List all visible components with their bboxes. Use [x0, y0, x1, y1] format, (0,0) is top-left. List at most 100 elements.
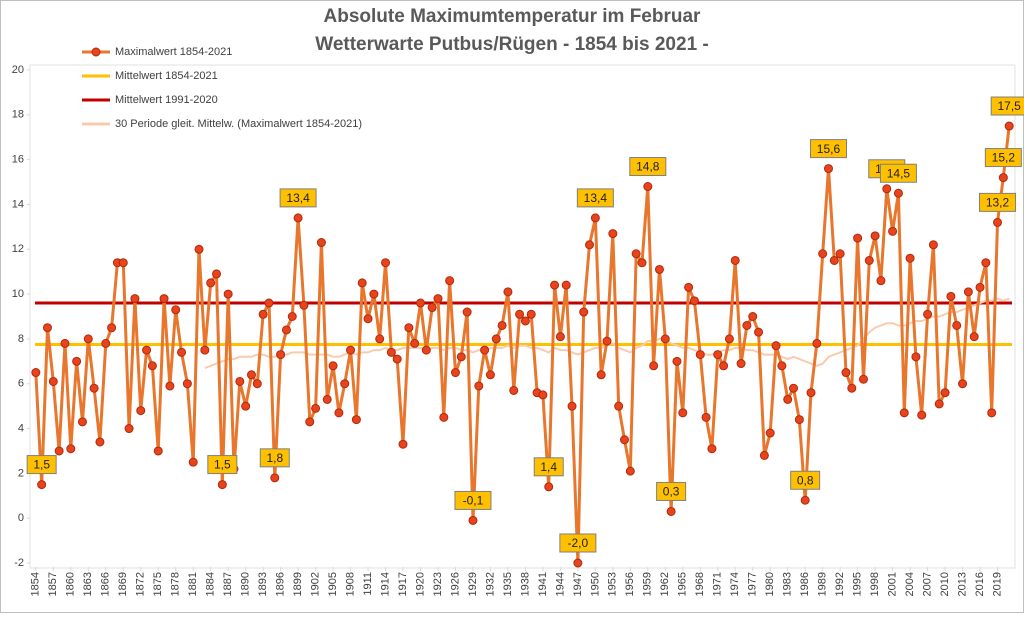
data-label: 13,2 [986, 196, 1010, 210]
x-tick-label: 1929 [467, 572, 479, 596]
data-point [841, 368, 851, 378]
data-label-box [259, 448, 290, 468]
data-point [952, 320, 962, 330]
data-point [649, 361, 659, 371]
chart-title: Absolute Maximumtemperatur im Februar [324, 6, 702, 27]
x-tick-label: 1995 [852, 572, 864, 596]
data-label-box [984, 148, 1022, 168]
x-tick-label: 1854 [30, 572, 42, 596]
x-tick-label: 1998 [869, 572, 881, 596]
data-label: 14,5 [887, 166, 911, 180]
data-point [118, 258, 128, 268]
data-point [480, 345, 490, 355]
data-label-box [26, 455, 57, 475]
data-point [555, 332, 565, 342]
data-point [759, 450, 769, 460]
data-point [567, 401, 577, 411]
data-point [625, 466, 635, 476]
data-point [159, 294, 169, 304]
data-point [322, 394, 332, 404]
x-tick-label: 1863 [82, 572, 94, 596]
data-point [270, 473, 280, 483]
data-point [316, 238, 326, 248]
x-tick-label: 1896 [275, 572, 287, 596]
data-point [491, 334, 501, 344]
x-tick-label: 1920 [414, 572, 426, 596]
data-point [410, 338, 420, 348]
data-label: 0,8 [797, 473, 814, 487]
x-tick-label: 1872 [135, 572, 147, 596]
legend-marker [91, 47, 101, 57]
legend-label: Maximalwert 1854-2021 [115, 46, 232, 58]
legend: Maximalwert 1854-2021 Mittelwert 1854-202… [82, 46, 362, 130]
data-label: 1,5 [33, 458, 50, 472]
x-tick-label: 1911 [362, 572, 374, 596]
data-point [958, 379, 968, 389]
data-point [369, 289, 379, 299]
data-point [398, 439, 408, 449]
data-point [602, 336, 612, 346]
x-tick-label: 1941 [537, 572, 549, 596]
x-tick-label: 2007 [921, 572, 933, 596]
y-tick-label: -2 [14, 557, 24, 569]
data-point [474, 381, 484, 391]
x-tick-label: 1971 [712, 572, 724, 596]
data-point [37, 480, 47, 490]
data-point [911, 352, 921, 362]
x-tick-label: 1893 [257, 572, 269, 596]
data-point [357, 278, 367, 288]
data-label-box [576, 188, 614, 208]
data-point [334, 408, 344, 418]
x-tick-label: 1869 [117, 572, 129, 596]
data-point [445, 276, 455, 286]
x-tick-label: 2016 [974, 572, 986, 596]
data-point [689, 296, 699, 306]
x-tick-label: 1899 [292, 572, 304, 596]
x-tick-label: 1881 [187, 572, 199, 596]
data-point [427, 303, 437, 313]
data-point [351, 415, 361, 425]
data-point [363, 314, 373, 324]
x-tick-label: 1992 [834, 572, 846, 596]
data-point [550, 280, 560, 290]
data-label-box [533, 457, 564, 477]
data-point [212, 269, 222, 279]
data-point [89, 383, 99, 393]
data-point [573, 558, 583, 568]
plot-area [29, 64, 1016, 569]
data-point [509, 385, 519, 395]
data-point [503, 287, 513, 297]
data-label-box [279, 188, 317, 208]
y-tick-label: 18 [12, 109, 24, 121]
data-point [590, 213, 600, 223]
data-point [666, 506, 676, 516]
data-point [596, 370, 606, 380]
data-point [153, 446, 163, 456]
x-tick-label: 1857 [47, 572, 59, 596]
data-point [48, 376, 58, 386]
data-label: 15,6 [817, 142, 841, 156]
data-point [923, 309, 933, 319]
data-point [66, 444, 76, 454]
x-tick-label: 1866 [100, 572, 112, 596]
data-point [561, 280, 571, 290]
legend-label: Mittelwert 1854-2021 [115, 70, 218, 82]
data-label-box [454, 490, 492, 510]
x-tick-label: 1917 [397, 572, 409, 596]
x-tick-label: 1860 [65, 572, 77, 596]
data-point [882, 184, 892, 194]
data-point [31, 368, 41, 378]
data-point [800, 495, 810, 505]
data-point [637, 258, 647, 268]
data-point [206, 278, 216, 288]
data-point [806, 388, 816, 398]
data-point [794, 415, 804, 425]
data-label: 13,4 [584, 191, 608, 205]
data-point [672, 356, 682, 366]
data-point [579, 307, 589, 317]
data-point [416, 298, 426, 308]
y-tick-label: 12 [12, 243, 24, 255]
data-point [853, 233, 863, 243]
data-point [695, 350, 705, 360]
